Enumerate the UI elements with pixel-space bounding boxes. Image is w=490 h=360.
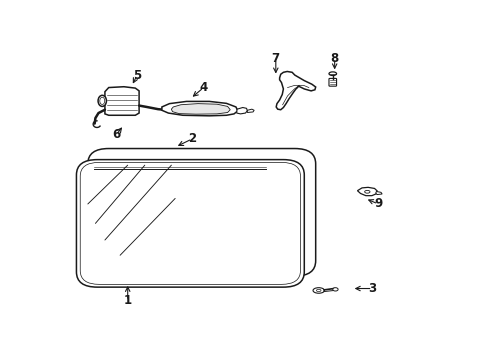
Ellipse shape — [329, 72, 337, 76]
Polygon shape — [162, 102, 238, 116]
Ellipse shape — [100, 97, 105, 104]
Text: 1: 1 — [123, 294, 132, 307]
FancyBboxPatch shape — [76, 159, 304, 287]
Ellipse shape — [98, 95, 106, 107]
Polygon shape — [105, 87, 139, 115]
Text: 4: 4 — [199, 81, 208, 94]
Ellipse shape — [333, 288, 338, 291]
Text: 9: 9 — [374, 198, 383, 211]
Text: 7: 7 — [272, 52, 280, 65]
Polygon shape — [276, 72, 316, 110]
Ellipse shape — [317, 289, 321, 292]
Polygon shape — [376, 192, 382, 194]
Text: 3: 3 — [368, 282, 377, 295]
Polygon shape — [358, 187, 377, 195]
Ellipse shape — [313, 288, 324, 293]
FancyBboxPatch shape — [329, 78, 337, 86]
Polygon shape — [247, 109, 254, 112]
FancyBboxPatch shape — [88, 149, 316, 276]
Polygon shape — [237, 108, 247, 114]
Text: 8: 8 — [331, 52, 339, 65]
Text: 5: 5 — [133, 68, 141, 82]
Text: 2: 2 — [188, 132, 196, 145]
Polygon shape — [172, 104, 230, 114]
Ellipse shape — [365, 190, 370, 193]
Text: 6: 6 — [112, 128, 121, 141]
